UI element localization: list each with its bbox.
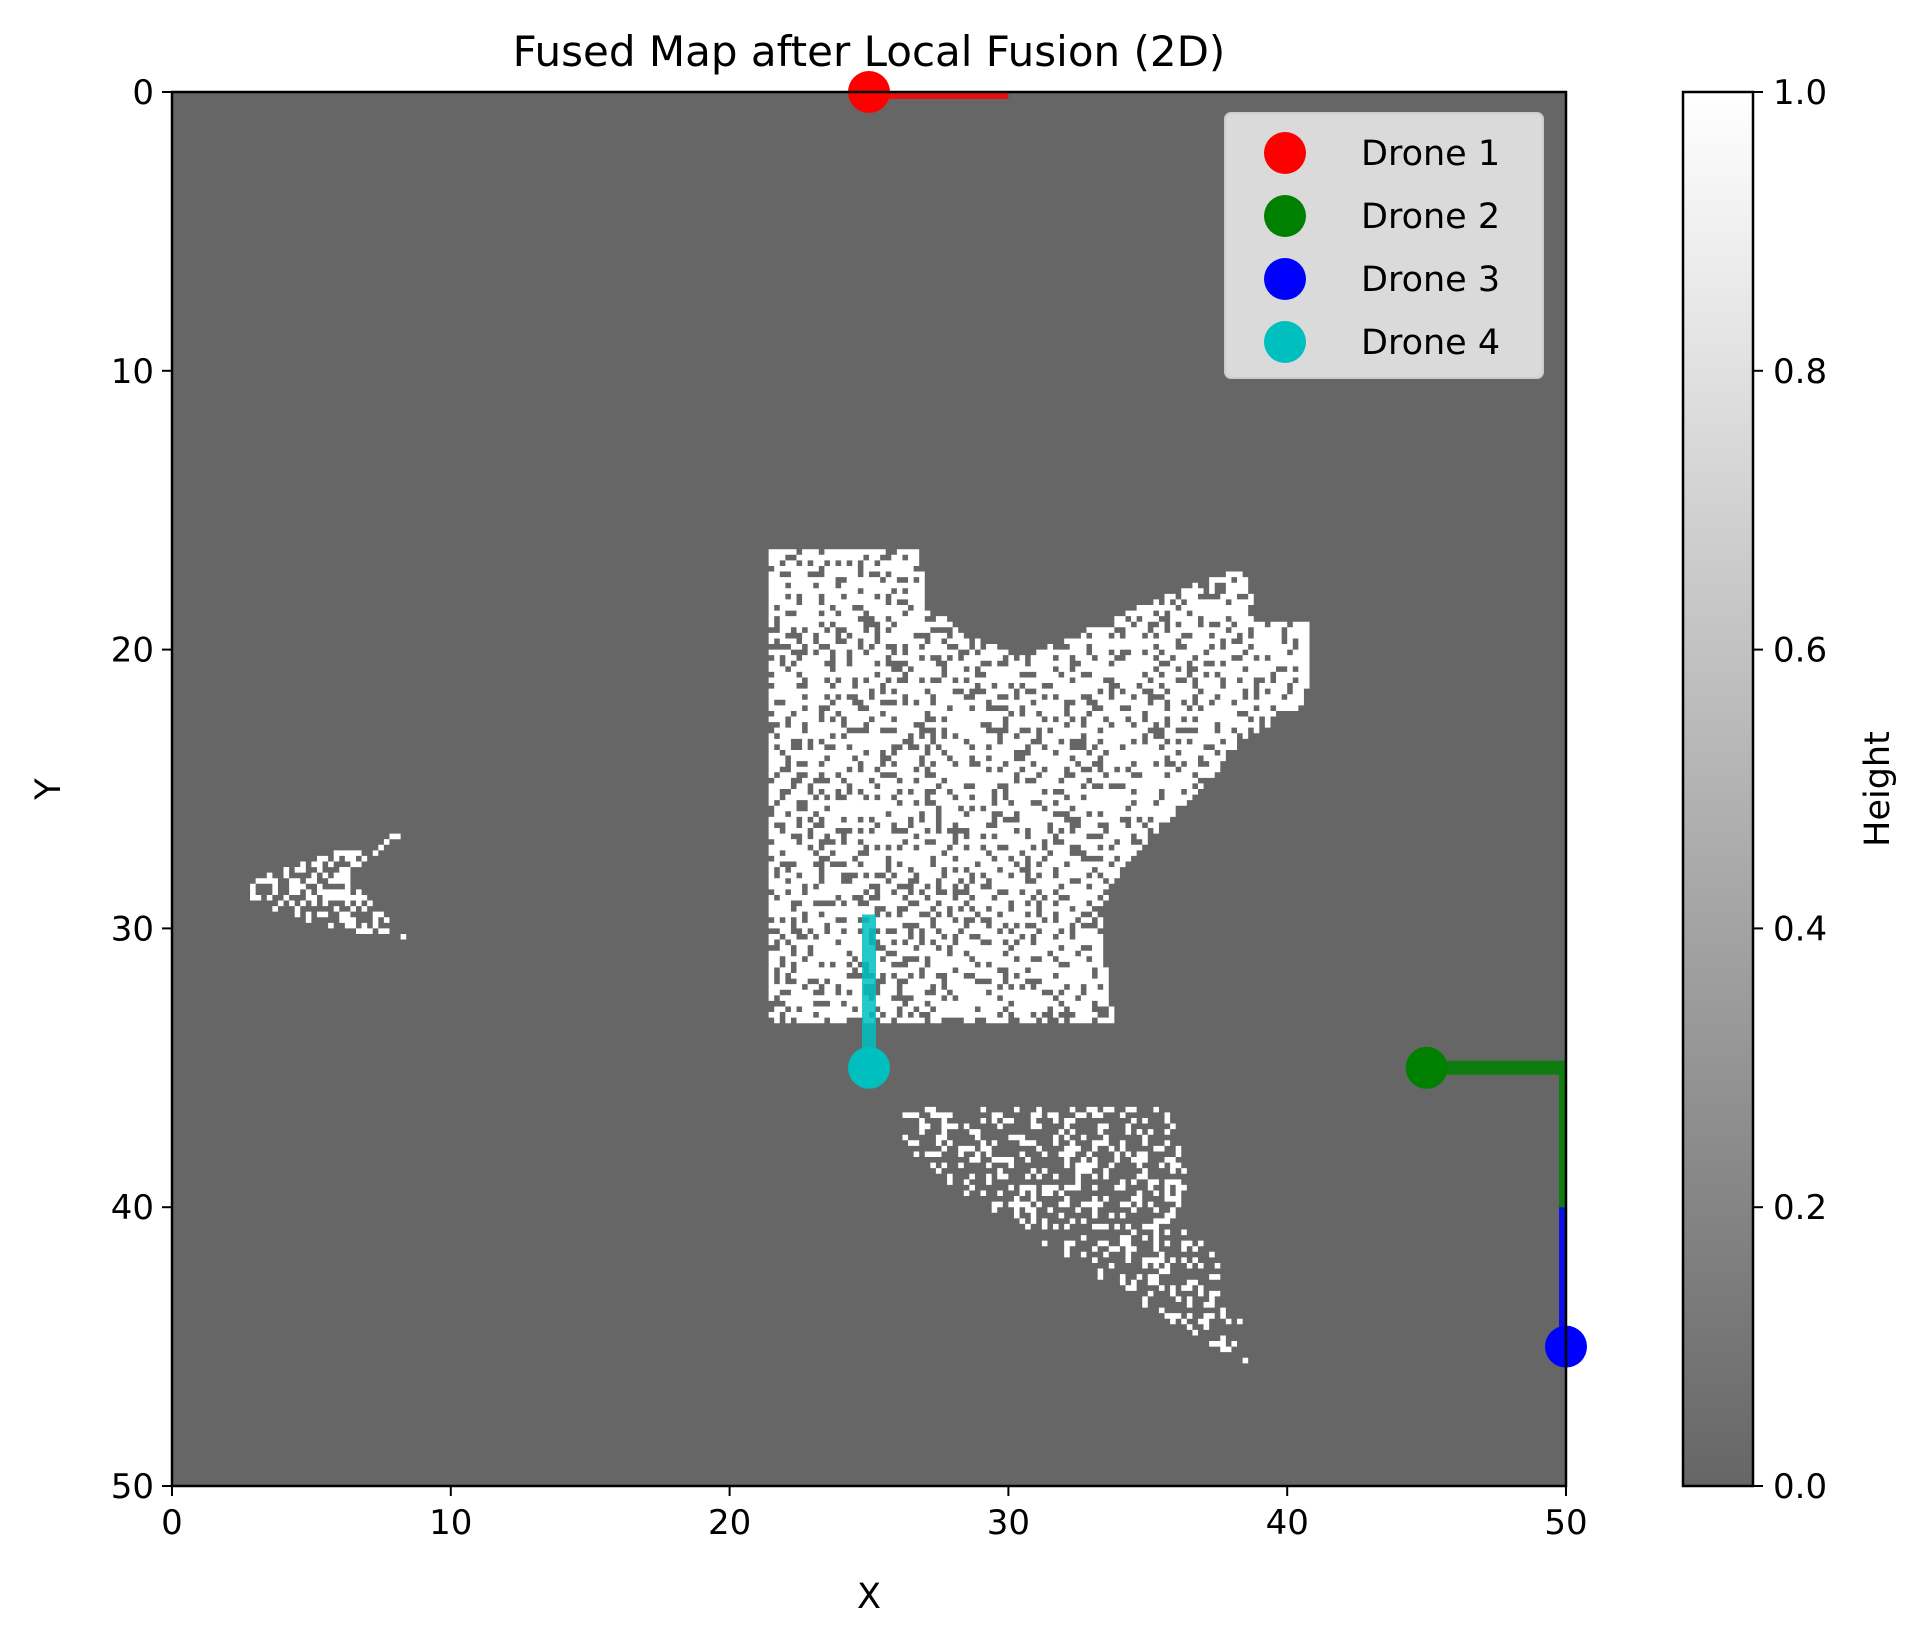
- colorbar-tick-label: 0.0: [1773, 1467, 1827, 1507]
- y-tick-label: 20: [111, 631, 154, 671]
- colorbar-tick-label: 0.8: [1773, 352, 1827, 392]
- y-tick-label: 50: [111, 1467, 154, 1507]
- colorbar-tick-label: 0.6: [1773, 631, 1827, 671]
- drone-marker: [848, 1046, 890, 1089]
- x-axis-label: X: [857, 1577, 881, 1617]
- legend: Drone 1 Drone 2 Drone 3 Drone 4: [1224, 112, 1544, 379]
- colorbar-tick-label: 1.0: [1773, 73, 1827, 113]
- y-axis-label: Y: [29, 778, 69, 801]
- heatmap-cells: [250, 549, 1310, 1364]
- legend-label: Drone 1: [1361, 134, 1500, 174]
- y-tick-label: 40: [111, 1188, 154, 1228]
- y-tick-label: 0: [132, 73, 154, 113]
- x-axis-ticks: 0 10 20 30 40 50: [161, 1486, 1588, 1543]
- legend-marker: [1264, 195, 1306, 237]
- drone-marker: [1405, 1046, 1448, 1089]
- colorbar-tick-label: 0.4: [1773, 909, 1827, 949]
- legend-marker: [1264, 258, 1306, 300]
- colorbar-tick-label: 0.2: [1773, 1188, 1827, 1228]
- colorbar-ticks: 0.0 0.2 0.4 0.6 0.8 1.0: [1753, 73, 1827, 1507]
- x-tick-label: 30: [987, 1503, 1030, 1543]
- colorbar: [1681, 90, 1755, 1488]
- plot-frame: [170, 90, 1568, 1488]
- legend-box: [1224, 112, 1544, 379]
- x-tick-label: 40: [1266, 1503, 1309, 1543]
- x-tick-label: 50: [1544, 1503, 1587, 1543]
- drone-markers: [848, 71, 1587, 1368]
- x-tick-label: 20: [708, 1503, 751, 1543]
- chart-title: Fused Map after Local Fusion (2D): [513, 27, 1226, 76]
- drone-paths: [862, 92, 1566, 1347]
- drone-path: [1426, 1060, 1566, 1208]
- legend-label: Drone 4: [1361, 323, 1500, 363]
- x-tick-label: 0: [161, 1503, 183, 1543]
- legend-marker: [1264, 132, 1306, 174]
- obstacle-region: [768, 549, 1310, 1024]
- colorbar-label: Height: [1858, 731, 1898, 847]
- legend-label: Drone 3: [1361, 260, 1500, 300]
- legend-marker: [1264, 321, 1306, 363]
- x-tick-label: 10: [429, 1503, 472, 1543]
- y-tick-label: 10: [111, 352, 154, 392]
- legend-label: Drone 2: [1361, 197, 1500, 237]
- y-axis-ticks: 0 10 20 30 40 50: [111, 73, 172, 1507]
- y-tick-label: 30: [111, 909, 154, 949]
